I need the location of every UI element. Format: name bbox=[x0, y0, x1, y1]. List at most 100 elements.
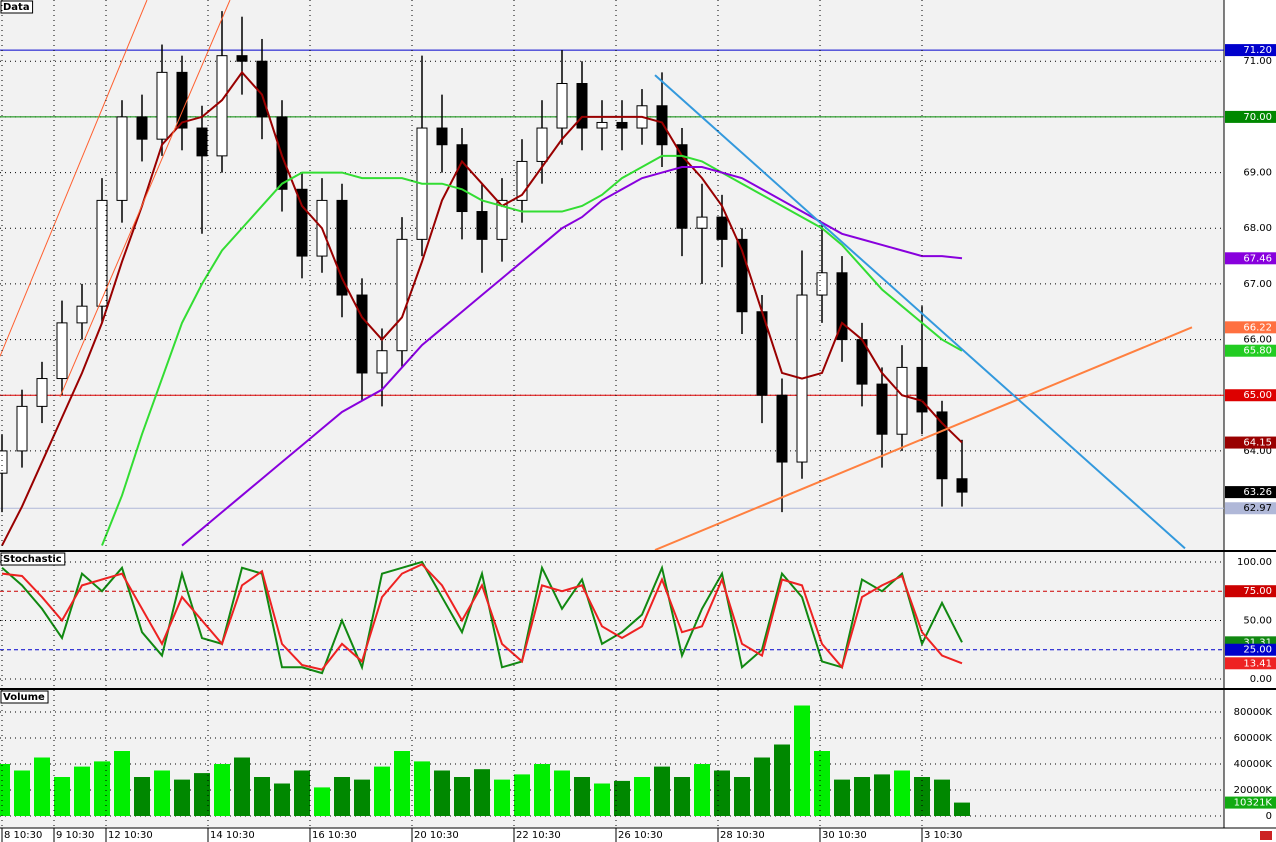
volume-bar bbox=[374, 766, 390, 816]
candle-body bbox=[376, 350, 388, 374]
y-tick-label: 71.00 bbox=[1243, 56, 1272, 67]
level-label: 31.31 bbox=[1243, 637, 1272, 648]
candle-body bbox=[456, 144, 468, 213]
volume-bar bbox=[874, 774, 890, 816]
level-marker bbox=[1225, 486, 1276, 499]
volume-bar bbox=[694, 763, 710, 816]
y-tick-label: 80000K bbox=[1234, 707, 1273, 718]
volume-bar bbox=[254, 776, 270, 816]
volume-bar bbox=[354, 779, 370, 816]
y-tick-label: 60000K bbox=[1234, 733, 1273, 744]
volume-bar bbox=[394, 750, 410, 816]
candle-body bbox=[576, 83, 588, 129]
volume-bar bbox=[294, 770, 310, 816]
series-line bbox=[101, 154, 963, 546]
trend-line bbox=[0, 0, 148, 357]
volume-bar bbox=[614, 780, 630, 816]
volume-bar bbox=[794, 705, 810, 816]
level-marker bbox=[1225, 643, 1276, 656]
level-marker bbox=[1225, 436, 1276, 449]
y-tick-label: 100.00 bbox=[1237, 557, 1272, 568]
y-tick-label: 40000K bbox=[1234, 759, 1273, 770]
candle-body bbox=[656, 105, 668, 146]
corner-button[interactable] bbox=[1260, 831, 1272, 840]
series-line bbox=[181, 166, 963, 547]
panel-title-bg bbox=[0, 690, 49, 704]
volume-bar bbox=[814, 750, 830, 816]
x-tick-label: 20 10:30 bbox=[414, 830, 459, 841]
volume-bar bbox=[114, 750, 130, 816]
volume-bar bbox=[234, 757, 250, 816]
candle-body bbox=[676, 144, 688, 229]
volume-bar bbox=[274, 783, 290, 816]
candle-body bbox=[896, 366, 908, 435]
candle-body bbox=[0, 450, 8, 474]
level-marker bbox=[1225, 321, 1276, 334]
volume-bar bbox=[734, 776, 750, 816]
candle-body bbox=[836, 272, 848, 341]
candle-body bbox=[16, 405, 28, 452]
candle-body bbox=[956, 478, 968, 493]
y-tick-label: 67.00 bbox=[1243, 279, 1272, 290]
candle-body bbox=[496, 199, 508, 240]
volume-bar bbox=[334, 776, 350, 816]
level-label: 63.26 bbox=[1243, 487, 1272, 498]
level-label: 75.00 bbox=[1243, 586, 1272, 597]
level-marker bbox=[1225, 502, 1276, 515]
level-label: 66.22 bbox=[1243, 322, 1272, 333]
volume-bar bbox=[194, 773, 210, 816]
y-tick-label: 64.00 bbox=[1243, 446, 1272, 457]
level-label: 62.97 bbox=[1243, 503, 1272, 514]
candle-body bbox=[436, 127, 448, 146]
volume-bar bbox=[834, 779, 850, 816]
level-label: 70.00 bbox=[1243, 112, 1272, 123]
level-label: 67.46 bbox=[1243, 253, 1272, 264]
candle-body bbox=[716, 216, 728, 240]
panel-title: Data bbox=[3, 2, 30, 13]
level-marker bbox=[1225, 252, 1276, 265]
volume-bar bbox=[554, 770, 570, 816]
candle-body bbox=[336, 199, 348, 296]
volume-bar bbox=[714, 770, 730, 816]
panel-title: Volume bbox=[3, 692, 45, 703]
level-label: 71.20 bbox=[1243, 45, 1272, 56]
candle-body bbox=[116, 116, 128, 201]
volume-bar bbox=[54, 776, 70, 816]
level-label: 64.15 bbox=[1243, 438, 1272, 449]
level-label: 25.00 bbox=[1243, 645, 1272, 656]
volume-bar bbox=[854, 776, 870, 816]
volume-bar bbox=[14, 770, 30, 816]
candle-body bbox=[916, 366, 928, 413]
candle-body bbox=[36, 378, 48, 407]
candle-body bbox=[396, 238, 408, 352]
level-marker bbox=[1225, 110, 1276, 123]
volume-bar bbox=[134, 776, 150, 816]
panel-title-bg bbox=[0, 0, 34, 14]
volume-bar bbox=[594, 783, 610, 816]
level-label: 65.00 bbox=[1243, 390, 1272, 401]
level-marker bbox=[1225, 657, 1276, 670]
panel-title: Stochastic bbox=[3, 554, 62, 565]
level-marker bbox=[1225, 344, 1276, 357]
volume-bar bbox=[0, 763, 10, 816]
series-line bbox=[1, 560, 963, 675]
volume-bar bbox=[754, 757, 770, 816]
x-tick-label: 3 10:30 bbox=[924, 830, 962, 841]
volume-bar bbox=[494, 779, 510, 816]
volume-bar bbox=[954, 802, 970, 816]
level-marker bbox=[1225, 389, 1276, 402]
x-tick-label: 28 10:30 bbox=[720, 830, 765, 841]
x-tick-label: 22 10:30 bbox=[516, 830, 561, 841]
candle-body bbox=[476, 211, 488, 240]
x-tick-label: 8 10:30 bbox=[4, 830, 42, 841]
level-label: 10321K bbox=[1234, 798, 1273, 809]
candle-body bbox=[296, 188, 308, 257]
x-tick-label: 16 10:30 bbox=[312, 830, 357, 841]
volume-bar bbox=[674, 776, 690, 816]
x-tick-label: 26 10:30 bbox=[618, 830, 663, 841]
candle-body bbox=[696, 216, 708, 229]
volume-bar bbox=[654, 766, 670, 816]
y-tick-label: 0.00 bbox=[1250, 674, 1272, 685]
candle-body bbox=[136, 116, 148, 140]
